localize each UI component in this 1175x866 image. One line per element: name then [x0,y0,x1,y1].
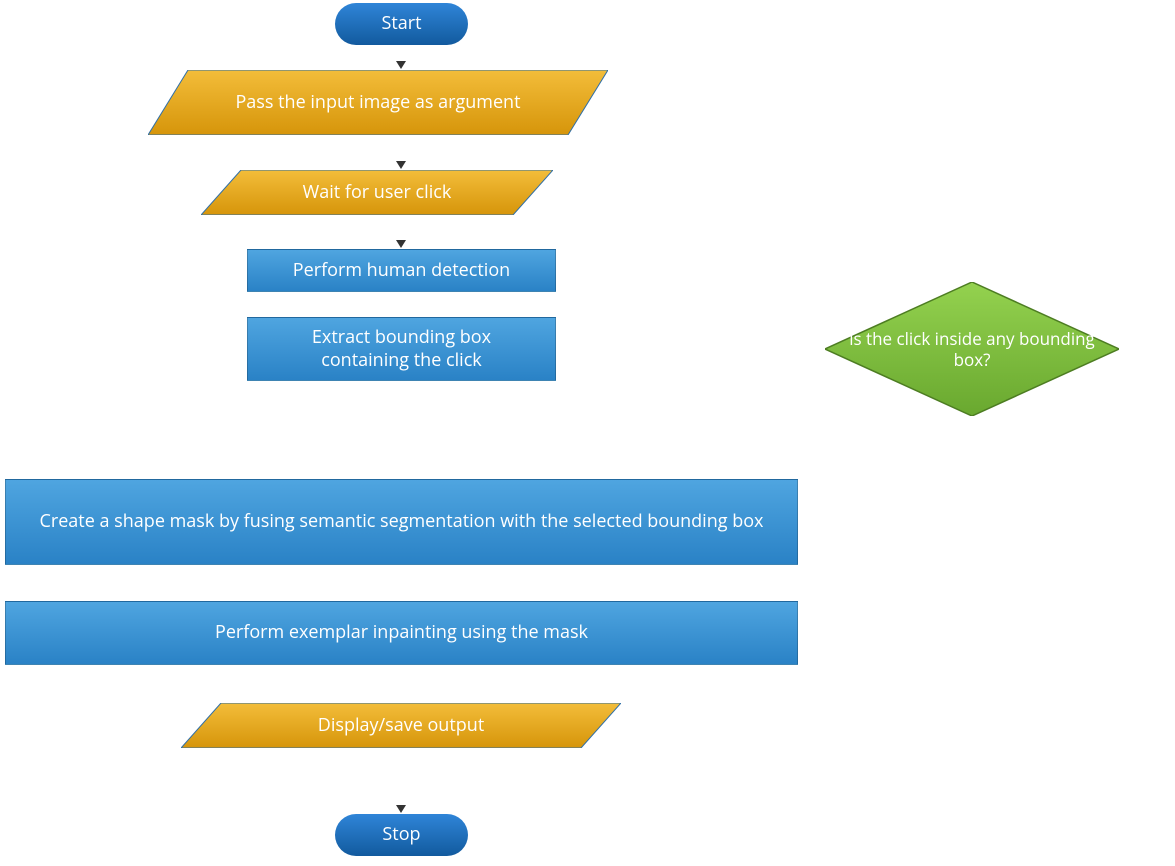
arrow-input-to-wait [396,161,406,169]
flow-process-inpaint-label: Perform exemplar inpainting using the ma… [215,621,588,644]
flow-process-human-detect-label: Perform human detection [293,259,510,282]
arrow-output-to-stop [396,805,406,813]
flow-process-extract-bbox-label: Extract bounding box containing the clic… [268,326,535,373]
flow-start-label: Start [381,12,421,35]
flow-process-shape-mask: Create a shape mask by fusing semantic s… [5,479,798,565]
flow-start: Start [335,3,468,45]
flow-decision-label: is the click inside any bounding box? [849,328,1095,371]
arrow-wait-to-detect [396,240,406,248]
flow-io-input: Pass the input image as argument [188,70,568,135]
flow-io-output: Display/save output [221,703,581,748]
flow-stop-label: Stop [382,823,420,846]
flow-io-output-label: Display/save output [318,714,484,737]
flow-io-wait: Wait for user click [241,170,513,215]
flow-process-human-detect: Perform human detection [247,249,556,292]
arrow-start-to-input [396,61,406,69]
flow-stop: Stop [335,814,468,856]
flow-process-extract-bbox: Extract bounding box containing the clic… [247,317,556,381]
flow-decision-click-in-bbox: is the click inside any bounding box? [825,282,1119,416]
flow-io-input-label: Pass the input image as argument [235,91,520,114]
flow-io-wait-label: Wait for user click [303,181,452,204]
flow-process-shape-mask-label: Create a shape mask by fusing semantic s… [40,510,764,533]
flow-process-inpaint: Perform exemplar inpainting using the ma… [5,601,798,665]
